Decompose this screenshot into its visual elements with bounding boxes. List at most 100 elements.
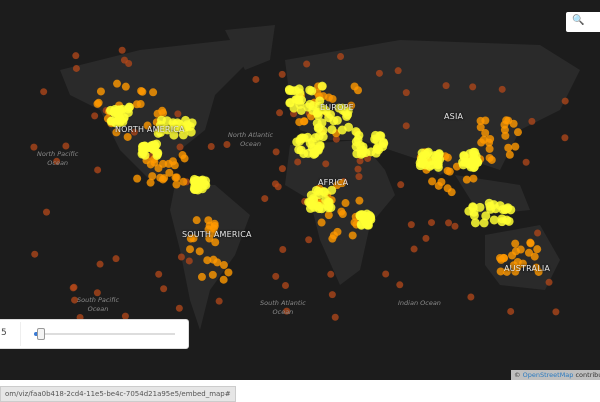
- warm-dot: [477, 138, 486, 147]
- warm-dot: [153, 109, 162, 118]
- sparse-dot: [561, 97, 569, 105]
- warm-dot: [469, 174, 478, 183]
- hot-dot: [489, 215, 499, 225]
- warm-dot: [148, 172, 157, 181]
- warm-dot: [186, 245, 195, 254]
- sparse-dot: [355, 173, 363, 181]
- sparse-dot: [96, 260, 104, 268]
- slider-handle[interactable]: [36, 328, 45, 340]
- warm-dot: [462, 175, 471, 184]
- hot-dot: [468, 147, 478, 157]
- warm-dot: [501, 131, 510, 140]
- sparse-dot: [91, 112, 99, 120]
- hot-dot: [315, 140, 325, 150]
- label-indian-ocean: Indian Ocean: [398, 299, 441, 307]
- sparse-dot: [278, 70, 286, 78]
- warm-dot: [504, 143, 513, 152]
- sparse-dot: [160, 285, 168, 293]
- warm-dot: [146, 178, 155, 187]
- sparse-dot: [375, 69, 383, 77]
- warm-dot: [203, 256, 212, 265]
- sparse-dot: [522, 158, 530, 166]
- hot-dot: [470, 218, 480, 228]
- warm-dot: [499, 253, 508, 262]
- label-africa: AFRICA: [318, 178, 349, 187]
- sparse-dot: [354, 165, 362, 173]
- sparse-dot: [71, 296, 79, 304]
- hot-dot: [327, 185, 337, 195]
- hot-dot: [313, 107, 323, 117]
- hot-dot: [319, 186, 329, 196]
- warm-dot: [96, 87, 105, 96]
- sparse-dot: [282, 282, 290, 290]
- slider-value: 5: [1, 328, 7, 338]
- sparse-dot: [121, 312, 129, 320]
- map-canvas[interactable]: NORTH AMERICA EUROPE ASIA AFRICA SOUTH A…: [0, 0, 600, 380]
- warm-dot: [511, 142, 520, 151]
- warm-dot: [509, 261, 518, 270]
- warm-dot: [172, 173, 181, 182]
- warm-dot: [317, 218, 326, 227]
- hot-dot: [305, 85, 315, 95]
- sparse-dot: [175, 304, 183, 312]
- sparse-dot: [174, 110, 182, 118]
- hot-dot: [176, 124, 186, 134]
- warm-dot: [428, 177, 437, 186]
- sparse-dot: [332, 135, 340, 143]
- sparse-dot: [331, 313, 339, 321]
- sparse-dot: [120, 56, 128, 64]
- warm-dot: [324, 211, 333, 220]
- time-slider-panel: 5: [0, 319, 189, 349]
- sparse-dot: [112, 255, 120, 263]
- warm-dot: [123, 132, 132, 141]
- hot-dot: [479, 218, 489, 228]
- osm-link[interactable]: OpenStreetMap: [522, 371, 574, 379]
- sparse-dot: [271, 180, 279, 188]
- warm-dot: [154, 164, 163, 173]
- hot-dot: [169, 130, 179, 140]
- hot-dot: [324, 113, 334, 123]
- hot-dot: [310, 133, 320, 143]
- warm-dot: [530, 252, 539, 261]
- warm-dot: [502, 267, 511, 276]
- hot-dot: [161, 124, 171, 134]
- hot-dot: [504, 216, 514, 226]
- sparse-dot: [322, 160, 330, 168]
- sparse-dot: [303, 60, 311, 68]
- warm-dot: [513, 128, 522, 137]
- warm-dot: [93, 99, 102, 108]
- sparse-dot: [397, 181, 405, 189]
- sparse-dot: [396, 281, 404, 289]
- sparse-dot: [442, 82, 450, 90]
- search-icon: 🔍: [572, 15, 585, 26]
- slider-track[interactable]: [34, 333, 175, 335]
- hot-dot: [342, 111, 352, 121]
- sparse-dot: [394, 67, 402, 75]
- sparse-dot: [223, 141, 231, 149]
- label-asia: ASIA: [444, 112, 464, 121]
- sparse-dot: [278, 165, 286, 173]
- sparse-dot: [498, 85, 506, 93]
- warm-dot: [197, 272, 206, 281]
- warm-dot: [165, 168, 174, 177]
- warm-dot: [533, 245, 542, 254]
- sparse-dot: [445, 219, 453, 227]
- attribution: © OpenStreetMap contributors: [511, 370, 600, 380]
- warm-dot: [526, 239, 535, 248]
- hot-dot: [115, 105, 125, 115]
- warm-dot: [333, 227, 342, 236]
- warm-dot: [476, 123, 485, 132]
- hot-dot: [425, 161, 435, 171]
- search-button[interactable]: 🔍: [566, 12, 600, 32]
- sparse-dot: [185, 257, 193, 265]
- hot-dot: [190, 185, 200, 195]
- label-europe: EUROPE: [320, 103, 354, 112]
- sparse-dot: [261, 195, 269, 203]
- hot-dot: [124, 102, 134, 112]
- sparse-dot: [40, 88, 48, 96]
- sparse-dot: [279, 245, 287, 253]
- attribution-suffix: contributors: [575, 371, 600, 379]
- sparse-dot: [427, 219, 435, 227]
- sparse-dot: [43, 208, 51, 216]
- warm-dot: [516, 245, 525, 254]
